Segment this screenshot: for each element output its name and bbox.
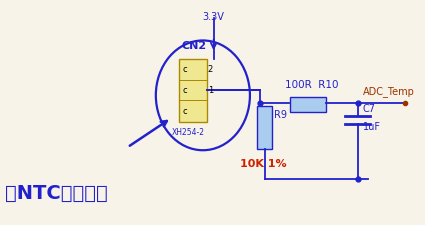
Bar	[257, 106, 272, 149]
Text: 1uF: 1uF	[363, 122, 381, 132]
Bar	[290, 97, 326, 112]
Text: 100R  R10: 100R R10	[285, 81, 339, 90]
Text: 3.3V: 3.3V	[203, 12, 224, 22]
Text: c: c	[182, 86, 187, 95]
Text: R9: R9	[275, 110, 287, 120]
Text: c: c	[182, 65, 187, 74]
Text: 1: 1	[208, 86, 213, 95]
Text: 10K 1%: 10K 1%	[240, 159, 287, 169]
Text: 2: 2	[208, 65, 213, 74]
Text: 接NTC热敏电阵: 接NTC热敏电阵	[5, 184, 108, 203]
Bar	[179, 59, 207, 122]
Text: XH254-2: XH254-2	[172, 128, 204, 137]
Text: C7: C7	[363, 104, 376, 114]
Text: ADC_Temp: ADC_Temp	[363, 86, 414, 97]
Text: c: c	[182, 106, 187, 115]
Text: CN2: CN2	[181, 41, 207, 51]
